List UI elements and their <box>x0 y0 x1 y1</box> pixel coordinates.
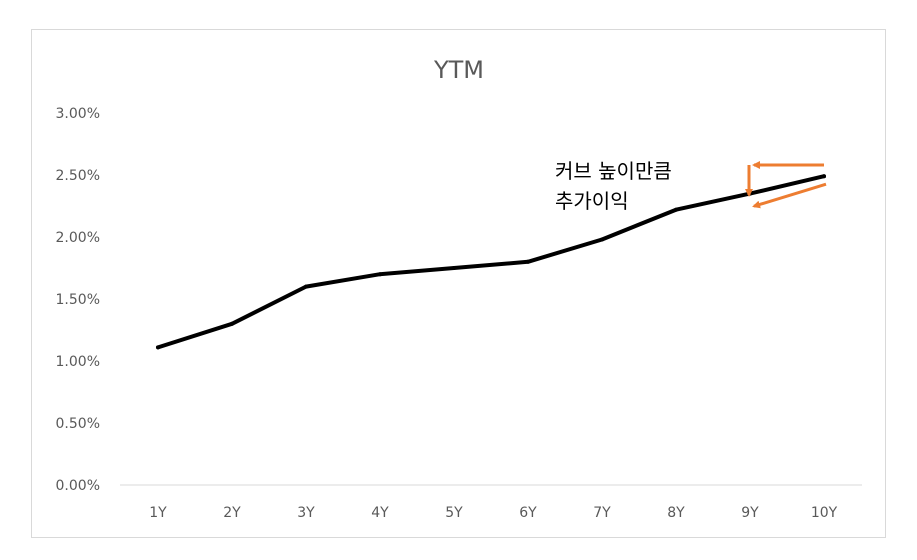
y-tick-label: 1.00% <box>56 354 100 370</box>
data-point <box>452 266 456 270</box>
y-tick-label: 2.00% <box>56 230 100 246</box>
data-point <box>600 237 604 242</box>
x-tick-label: 8Y <box>667 505 685 521</box>
x-tick-label: 10Y <box>811 505 838 521</box>
x-tick-label: 6Y <box>519 505 537 521</box>
x-tick-label: 4Y <box>371 505 389 521</box>
data-point <box>378 272 382 277</box>
y-axis: 0.00% 0.50% 1.00% 1.50% 2.00% 2.50% 3.00% <box>56 106 100 494</box>
annotation-arrows <box>745 161 827 209</box>
data-point <box>822 174 826 179</box>
x-axis: 1Y 2Y 3Y 4Y 5Y 6Y 7Y 8Y 9Y 10Y <box>149 505 837 521</box>
y-tick-label: 0.00% <box>56 478 100 494</box>
annotation-line-1: 커브 높이만큼 <box>555 159 672 183</box>
y-tick-label: 0.50% <box>56 416 100 432</box>
x-tick-label: 9Y <box>741 505 759 521</box>
x-tick-label: 2Y <box>223 505 241 521</box>
y-tick-label: 1.50% <box>56 292 100 308</box>
y-tick-label: 2.50% <box>56 168 100 184</box>
arrow-diagonal <box>752 182 827 209</box>
x-tick-label: 1Y <box>149 505 167 521</box>
data-point <box>674 207 678 212</box>
y-tick-label: 3.00% <box>56 106 100 122</box>
annotation-line-2: 추가이익 <box>555 189 629 213</box>
annotation: 커브 높이만큼 추가이익 <box>555 159 827 213</box>
data-point <box>230 321 234 326</box>
x-tick-label: 5Y <box>445 505 463 521</box>
x-tick-label: 7Y <box>593 505 611 521</box>
data-point <box>304 284 308 289</box>
series-layer <box>156 174 826 350</box>
x-tick-label: 3Y <box>297 505 315 521</box>
data-point <box>156 345 160 350</box>
chart-title: YTM <box>433 56 484 84</box>
data-point <box>526 259 530 264</box>
ytm-series-line <box>156 174 826 350</box>
chart-frame <box>31 29 886 538</box>
